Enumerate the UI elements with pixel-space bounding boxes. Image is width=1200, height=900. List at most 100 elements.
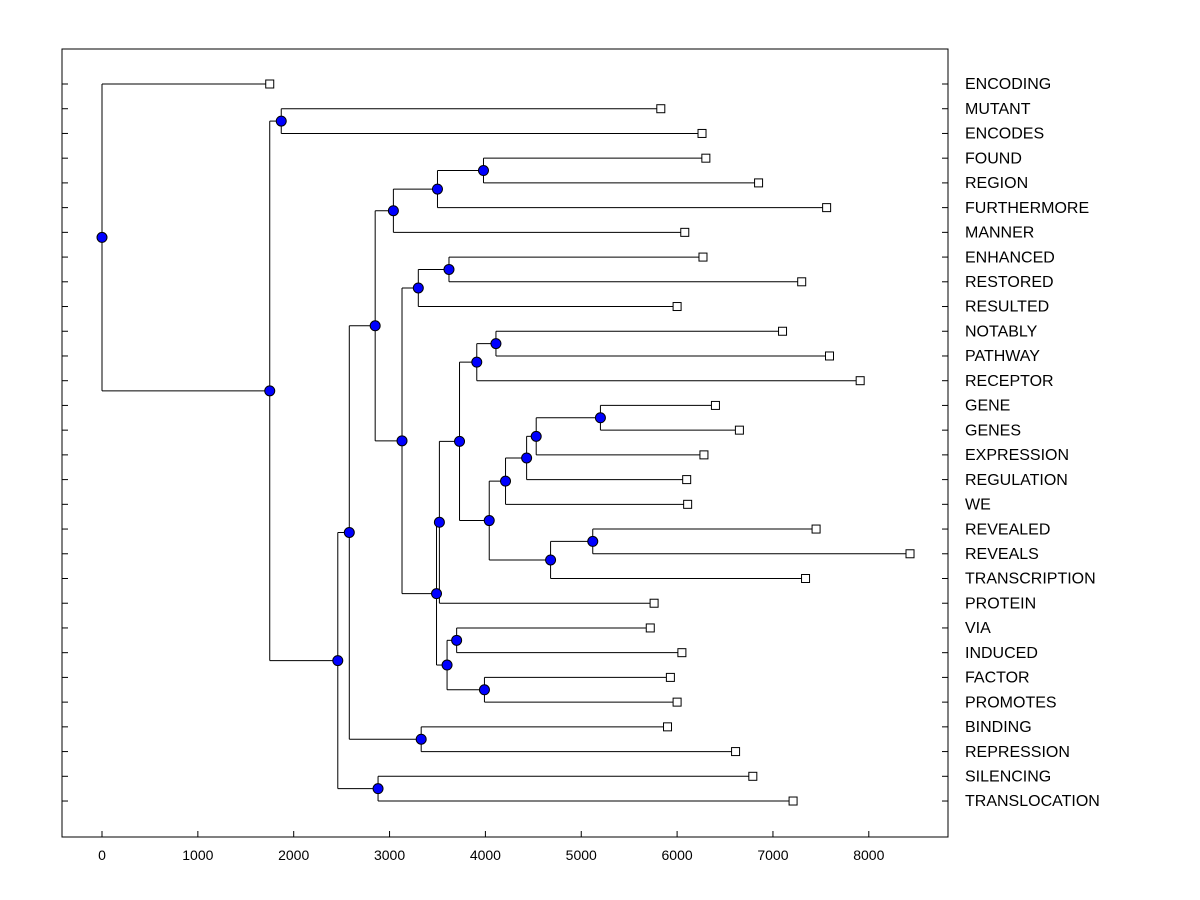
leaf-label-revealed: REVEALED (965, 521, 1050, 538)
node-n_mut (275, 115, 287, 127)
leaf-marker-reveals (905, 549, 915, 559)
leaf-label-promotes: PROMOTES (965, 694, 1057, 711)
plot-frame (61, 48, 949, 838)
node-n_gene3 (521, 452, 533, 464)
leaf-label-expression: EXPRESSION (965, 447, 1069, 464)
node-n_found3 (431, 183, 443, 195)
node-n_revealed (545, 554, 557, 566)
node-n_revealed2 (587, 535, 599, 547)
x-tick-label: 3000 (374, 847, 405, 863)
leaf-marker-encodes (697, 128, 707, 138)
leaf-label-binding: BINDING (965, 719, 1032, 736)
leaf-marker-transcription (801, 574, 811, 583)
node-n_core (431, 588, 443, 600)
leaf-marker-we (683, 499, 693, 509)
x-tick-labels: 0 1000 2000 3000 4000 5000 6000 7000 8000 (98, 847, 884, 863)
node-n_gene (594, 412, 606, 424)
node-n_main (264, 385, 276, 397)
leaf-label-found: FOUND (965, 150, 1022, 167)
leaf-marker-via (645, 623, 655, 633)
node-n_factor (478, 684, 490, 696)
x-tick-label: 4000 (470, 847, 501, 863)
leaf-label-via: VIA (965, 620, 991, 637)
leaf-marker-enhanced (698, 252, 708, 262)
leaf-marker-mutant (656, 104, 666, 114)
leaf-marker-silencing (748, 771, 758, 781)
node-n_silence (372, 783, 384, 795)
leaf-label-notably: NOTABLY (965, 323, 1038, 340)
leaf-marker-factor (665, 672, 675, 682)
dendrogram-nodes (96, 115, 606, 795)
leaf-label-pathway: PATHWAY (965, 348, 1040, 365)
node-n_via (451, 634, 463, 646)
leaf-label-receptor: RECEPTOR (965, 373, 1054, 390)
leaf-label-mutant: MUTANT (965, 101, 1031, 118)
leaf-marker-manner (680, 227, 690, 237)
leaf-marker-revealed (811, 524, 821, 534)
node-n_big (343, 526, 355, 538)
x-tick-label: 2000 (278, 847, 309, 863)
x-tick-label: 5000 (566, 847, 597, 863)
leaf-label-encodes: ENCODES (965, 126, 1044, 143)
axis-ticks (62, 83, 948, 837)
node-n_rec (454, 435, 466, 447)
leaf-label-enhanced: ENHANCED (965, 249, 1055, 266)
leaf-labels: ENCODING MUTANT ENCODES FOUND REGION FURTHERM… (965, 76, 1100, 810)
leaf-label-transcription: TRANSCRIPTION (965, 571, 1096, 588)
leaf-marker-binding (663, 722, 673, 732)
x-tick-label: 7000 (757, 847, 788, 863)
leaf-label-repression: REPRESSION (965, 744, 1070, 761)
node-n_notably2 (490, 338, 502, 350)
node-n_low (332, 655, 344, 667)
leaf-marker-resulted (672, 302, 682, 312)
leaf-label-silencing: SILENCING (965, 769, 1051, 786)
dendrogram-links (101, 83, 911, 802)
leaf-marker-notably (778, 326, 788, 336)
x-tick-label: 0 (98, 847, 106, 863)
leaf-label-resulted: RESULTED (965, 299, 1049, 316)
leaf-label-genes: GENES (965, 422, 1021, 439)
node-n_found_grp (387, 205, 399, 217)
leaf-label-manner: MANNER (965, 225, 1034, 242)
leaf-marker-restored (797, 277, 807, 287)
leaf-marker-protein (649, 598, 659, 608)
node-n_bind (415, 733, 427, 745)
leaf-label-regulation: REGULATION (965, 472, 1068, 489)
leaf-marker-receptor (855, 376, 865, 386)
leaf-label-encoding: ENCODING (965, 76, 1051, 93)
node-n_enh (412, 282, 424, 294)
leaf-marker-region (754, 178, 764, 188)
x-tick-label: 6000 (662, 847, 693, 863)
leaf-label-furthermore: FURTHERMORE (965, 200, 1089, 217)
node-n_gene_chain (500, 475, 512, 487)
leaf-marker-furthermore (822, 203, 832, 213)
node-n_core2 (433, 516, 445, 528)
leaf-marker-expression (699, 450, 709, 460)
leaf-marker-found (701, 153, 711, 163)
leaf-marker-genes (734, 425, 744, 435)
leaf-marker-pathway (825, 351, 835, 361)
dendrogram-leaves (265, 79, 915, 806)
node-n_upper (369, 320, 381, 332)
leaf-marker-induced (677, 648, 687, 658)
node-root (96, 231, 108, 243)
node-n_found (477, 165, 489, 177)
node-n_notably (471, 356, 483, 368)
leaf-marker-encoding (265, 79, 275, 89)
leaf-marker-translocation (788, 796, 798, 806)
leaf-label-gene: GENE (965, 398, 1010, 415)
leaf-label-protein: PROTEIN (965, 595, 1036, 612)
node-n_gene_grp (483, 515, 495, 527)
node-n_via_grp (441, 659, 453, 671)
leaf-label-region: REGION (965, 175, 1028, 192)
x-tick-label: 8000 (853, 847, 884, 863)
leaf-marker-regulation (682, 475, 692, 485)
node-n_mid (396, 435, 408, 447)
node-n_gene2 (530, 430, 542, 442)
leaf-marker-promotes (672, 697, 682, 707)
leaf-marker-gene (710, 400, 720, 410)
leaf-marker-repression (731, 747, 741, 757)
x-tick-label: 1000 (182, 847, 213, 863)
leaf-label-restored: RESTORED (965, 274, 1054, 291)
